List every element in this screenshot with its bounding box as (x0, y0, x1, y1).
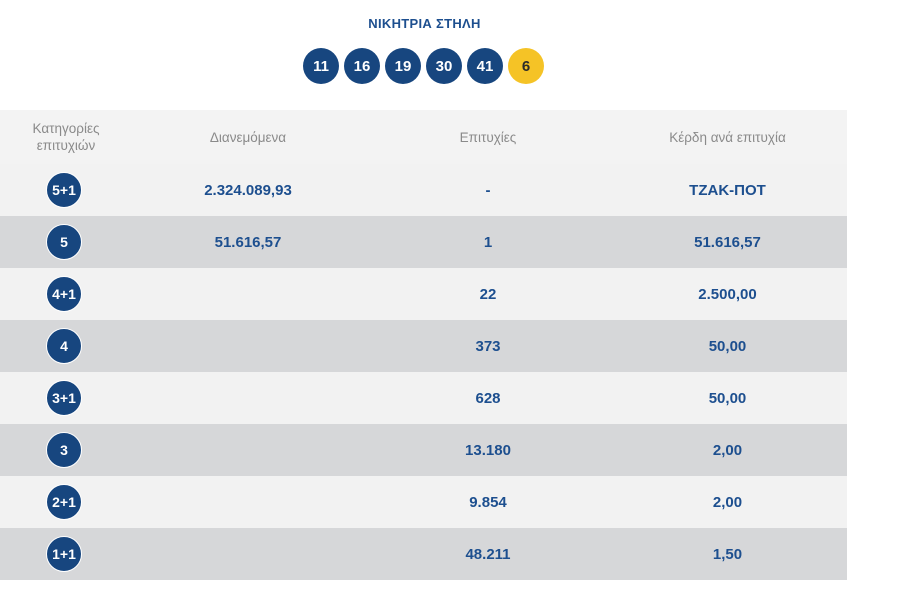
category-cell: 4+1 (46, 268, 82, 320)
header-category: Κατηγορίες επιτυχιών (0, 110, 128, 164)
category-cell: 5 (46, 216, 82, 268)
distributed-cell: 51.616,57 (214, 233, 282, 251)
table-row: 1+1 48.211 1,50 (0, 528, 847, 580)
category-badge: 2+1 (46, 484, 82, 520)
prize-cell: 2.500,00 (698, 285, 757, 303)
winning-number-ball: 16 (344, 48, 380, 84)
distributed-cell (128, 424, 368, 476)
winning-number-ball: 41 (467, 48, 503, 84)
category-badge: 5 (46, 224, 82, 260)
category-cell: 3+1 (46, 372, 82, 424)
winners-cell: 373 (475, 337, 501, 355)
category-badge: 3 (46, 432, 82, 468)
prize-cell: 50,00 (708, 337, 747, 355)
prize-cell: 51.616,57 (694, 233, 761, 251)
header-prize: Κέρδη ανά επιτυχία (669, 129, 786, 145)
table-row: 5+1 2.324.089,93 - ΤΖΑΚ-ΠΟΤ (0, 164, 847, 216)
category-badge: 5+1 (46, 172, 82, 208)
table-body: 5+1 2.324.089,93 - ΤΖΑΚ-ΠΟΤ 5 51.616,57 1 51.61… (0, 164, 847, 580)
header-distributed: Διανεμόμενα (209, 129, 287, 145)
distributed-cell (128, 268, 368, 320)
prize-cell: ΤΖΑΚ-ΠΟΤ (689, 181, 766, 199)
prize-cell: 1,50 (712, 545, 743, 563)
distributed-cell (128, 320, 368, 372)
category-badge: 4 (46, 328, 82, 364)
prize-table: Κατηγορίες επιτυχιών Διανεμόμενα Επιτυχί… (0, 110, 847, 580)
bonus-number-ball: 6 (508, 48, 544, 84)
winners-cell: 22 (479, 285, 497, 303)
winners-cell: 13.180 (465, 441, 511, 459)
category-badge: 3+1 (46, 380, 82, 416)
table-row: 5 51.616,57 1 51.616,57 (0, 216, 847, 268)
table-row: 2+1 9.854 2,00 (0, 476, 847, 528)
winning-number-ball: 19 (385, 48, 421, 84)
category-badge: 1+1 (46, 536, 82, 572)
table-row: 4 373 50,00 (0, 320, 847, 372)
winning-number-ball: 11 (303, 48, 339, 84)
winners-cell: 628 (475, 389, 501, 407)
table-row: 3+1 628 50,00 (0, 372, 847, 424)
prize-cell: 2,00 (712, 493, 743, 511)
category-cell: 1+1 (46, 528, 82, 580)
winners-cell: 48.211 (465, 545, 511, 563)
table-row: 4+1 22 2.500,00 (0, 268, 847, 320)
category-cell: 3 (46, 424, 82, 476)
category-cell: 5+1 (46, 164, 82, 216)
table-header: Κατηγορίες επιτυχιών Διανεμόμενα Επιτυχί… (0, 110, 847, 164)
winning-numbers: 11 16 19 30 41 6 (303, 48, 544, 84)
winners-cell: - (485, 181, 491, 199)
prize-cell: 2,00 (712, 441, 743, 459)
header-winners: Επιτυχίες (459, 129, 517, 145)
winning-column-section: ΝΙΚΗΤΡΙΑ ΣΤΗΛΗ 11 16 19 30 41 6 (0, 0, 905, 110)
winners-cell: 1 (483, 233, 493, 251)
category-cell: 2+1 (46, 476, 82, 528)
winning-number-ball: 30 (426, 48, 462, 84)
distributed-cell (128, 372, 368, 424)
distributed-cell: 2.324.089,93 (204, 181, 292, 199)
prize-cell: 50,00 (708, 389, 747, 407)
category-badge: 4+1 (46, 276, 82, 312)
table-row: 3 13.180 2,00 (0, 424, 847, 476)
distributed-cell (128, 528, 368, 580)
winning-column-title: ΝΙΚΗΤΡΙΑ ΣΤΗΛΗ (368, 16, 481, 31)
header-category-label: Κατηγορίες επιτυχιών (32, 121, 100, 153)
distributed-cell (128, 476, 368, 528)
category-cell: 4 (46, 320, 82, 372)
winners-cell: 9.854 (469, 493, 507, 511)
